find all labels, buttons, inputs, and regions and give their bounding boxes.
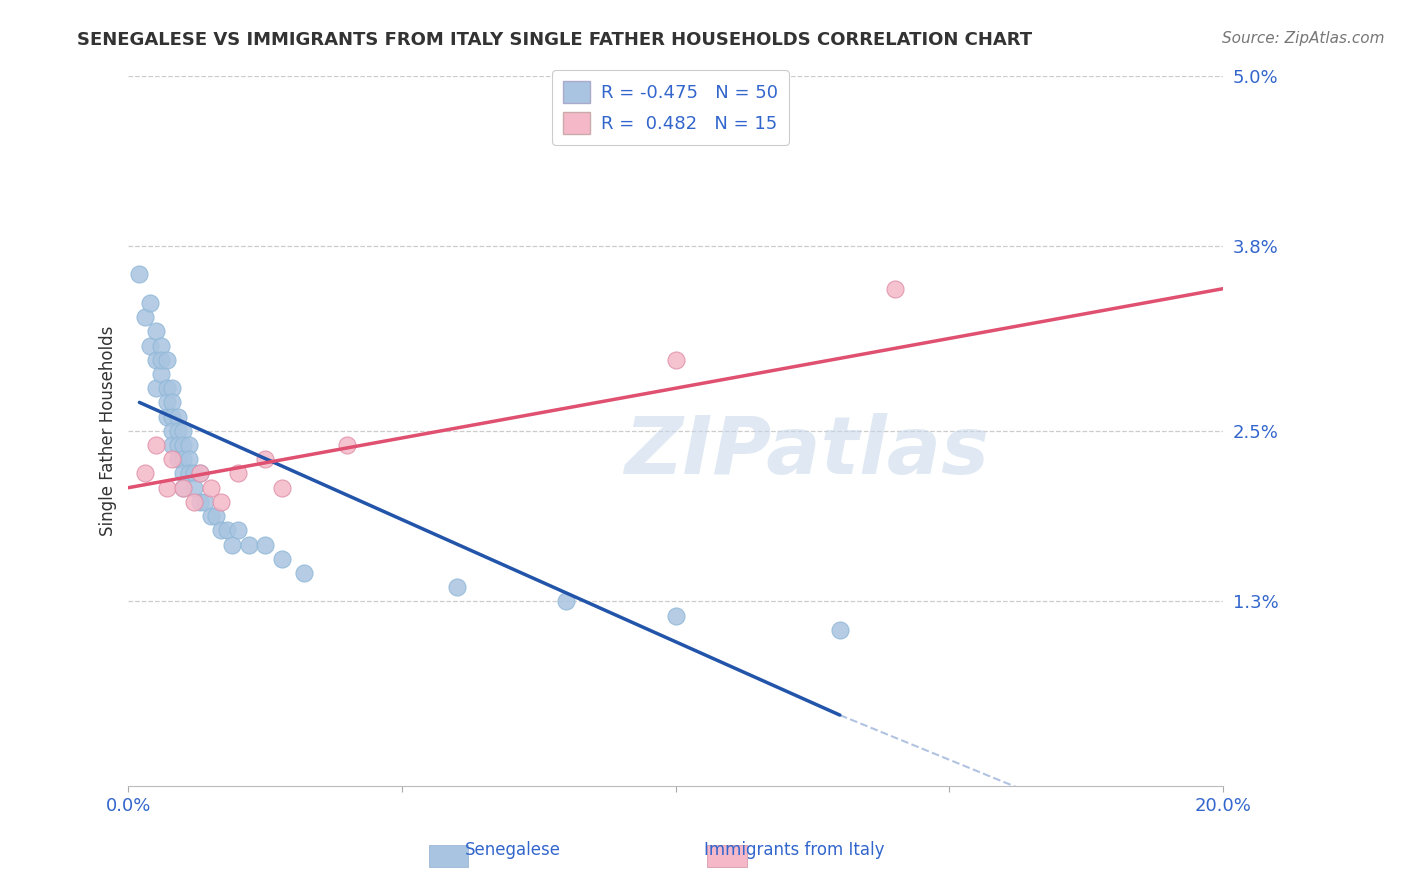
Point [128,268,150,282]
Point [172,452,194,467]
Point [183,481,205,495]
Point [200,509,222,524]
Point [172,481,194,495]
Point [145,381,167,395]
Y-axis label: Single Father Households: Single Father Households [100,326,117,536]
Point [139,338,162,352]
Point [665,608,688,623]
Point [270,551,292,566]
Point [172,438,194,452]
Point [183,467,205,481]
Point [177,452,200,467]
Point [238,537,260,551]
Point [134,467,156,481]
Point [883,282,905,296]
Point [446,580,468,594]
Point [205,509,228,524]
Point [156,409,179,424]
Point [162,409,184,424]
Point [162,424,184,438]
Point [162,452,184,467]
Point [134,310,156,325]
Text: Source: ZipAtlas.com: Source: ZipAtlas.com [1222,31,1385,46]
Point [183,495,205,509]
Point [150,338,173,352]
Point [665,352,688,367]
Point [162,381,184,395]
Point [177,467,200,481]
Point [166,452,188,467]
Point [828,623,851,637]
Point [226,467,249,481]
Point [172,424,194,438]
Point [172,467,194,481]
Point [188,495,211,509]
Point [177,438,200,452]
Point [166,424,188,438]
Point [156,381,179,395]
Point [226,524,249,538]
Point [336,438,359,452]
Point [555,594,578,608]
Point [150,352,173,367]
Point [156,395,179,409]
Point [139,296,162,310]
Point [254,537,277,551]
Point [162,438,184,452]
Point [162,395,184,409]
Point [254,452,277,467]
Text: Senegalese: Senegalese [465,840,561,858]
Point [270,481,292,495]
Point [200,481,222,495]
Point [150,367,173,381]
Legend: R = -0.475   N = 50, R =  0.482   N = 15: R = -0.475 N = 50, R = 0.482 N = 15 [553,70,789,145]
Point [166,409,188,424]
Point [145,352,167,367]
Point [188,467,211,481]
Point [188,467,211,481]
Point [156,352,179,367]
Point [172,481,194,495]
Point [156,481,179,495]
Text: Immigrants from Italy: Immigrants from Italy [704,840,884,858]
Point [145,438,167,452]
Point [166,438,188,452]
Point [194,495,217,509]
Point [211,524,233,538]
Point [145,324,167,338]
Point [211,495,233,509]
Point [292,566,315,580]
Point [221,537,243,551]
Point [215,524,238,538]
Text: ZIPatlas: ZIPatlas [624,413,990,491]
Text: SENEGALESE VS IMMIGRANTS FROM ITALY SINGLE FATHER HOUSEHOLDS CORRELATION CHART: SENEGALESE VS IMMIGRANTS FROM ITALY SING… [77,31,1032,49]
